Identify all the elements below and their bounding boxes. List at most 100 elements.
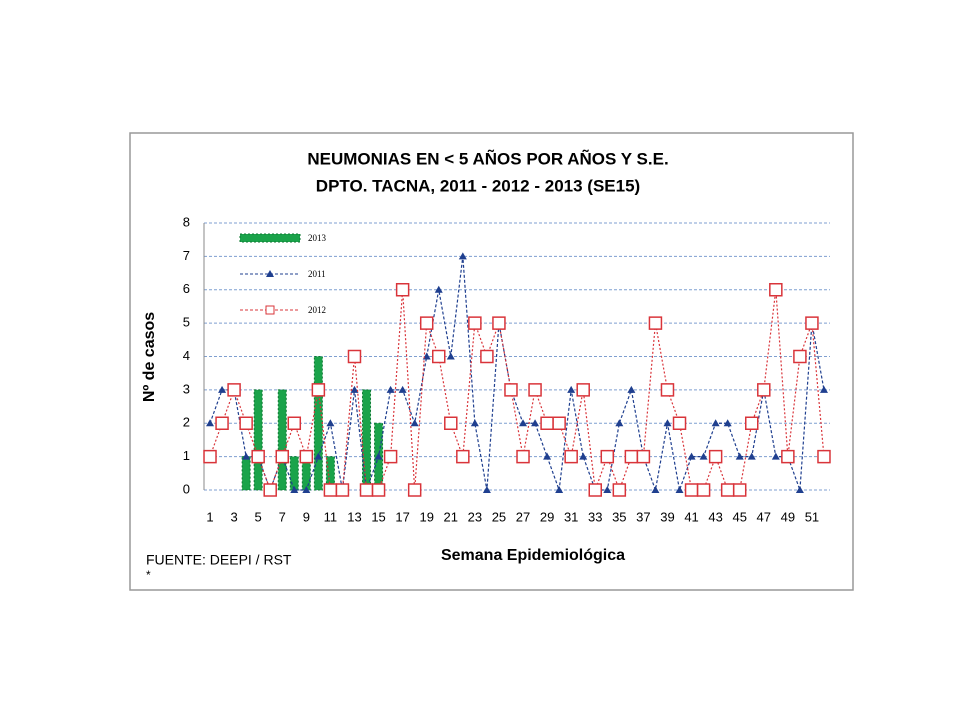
marker — [251, 449, 265, 464]
x-tick-label: 11 — [324, 509, 338, 524]
marker — [757, 383, 771, 397]
marker — [227, 383, 241, 397]
marker — [684, 483, 699, 497]
marker — [579, 452, 588, 460]
marker — [215, 416, 229, 430]
marker — [311, 383, 326, 397]
marker — [492, 316, 506, 330]
marker — [636, 449, 651, 464]
marker — [482, 486, 491, 493]
marker — [540, 416, 554, 430]
x-tick-label: 1 — [206, 509, 213, 524]
marker — [781, 449, 795, 464]
marker — [708, 449, 723, 464]
marker — [519, 419, 528, 427]
x-tick-label: 3 — [230, 509, 237, 524]
y-tick-label: 0 — [183, 481, 190, 496]
marker — [468, 316, 482, 330]
x-tick-label: 9 — [303, 509, 310, 524]
marker — [612, 483, 627, 497]
x-tick-label: 51 — [805, 509, 819, 524]
marker — [323, 483, 338, 497]
chart-subtitle: DPTO. TACNA, 2011 - 2012 - 2013 (SE15) — [316, 176, 640, 195]
marker — [242, 452, 251, 460]
marker — [648, 316, 663, 330]
series-line — [209, 289, 825, 492]
legend-label: 2012 — [308, 305, 326, 315]
marker — [543, 452, 552, 460]
marker — [528, 383, 542, 397]
bar — [241, 456, 251, 491]
x-tick-label: 49 — [781, 509, 795, 524]
x-tick-label: 43 — [708, 509, 722, 524]
series-line — [209, 256, 825, 493]
marker — [275, 449, 289, 464]
marker — [817, 449, 831, 464]
y-tick-label: 2 — [183, 415, 190, 430]
marker — [419, 316, 434, 330]
marker — [383, 449, 398, 464]
x-tick-label: 29 — [540, 509, 554, 524]
marker — [805, 316, 819, 330]
y-tick-label: 1 — [183, 448, 190, 463]
marker — [446, 352, 455, 360]
bar — [277, 389, 287, 491]
chart-title: NEUMONIAS EN < 5 AÑOS POR AÑOS Y S.E. — [307, 148, 668, 168]
x-tick-label: 39 — [660, 509, 674, 524]
x-tick-label: 21 — [444, 509, 458, 524]
marker — [263, 483, 277, 497]
marker — [745, 416, 759, 430]
marker — [347, 349, 362, 364]
marker — [350, 385, 359, 393]
marker — [458, 252, 467, 260]
marker — [711, 419, 720, 427]
marker — [769, 283, 783, 297]
legend-marker — [266, 270, 274, 277]
marker — [555, 486, 564, 493]
bar — [253, 389, 263, 491]
marker — [747, 452, 756, 460]
marker — [335, 483, 350, 497]
x-tick-label: 37 — [636, 509, 650, 524]
y-tick-label: 7 — [183, 248, 190, 263]
marker — [314, 452, 323, 460]
marker — [444, 416, 458, 430]
y-tick-label: 6 — [183, 281, 190, 296]
marker — [627, 385, 636, 393]
legend-marker — [265, 305, 275, 315]
marker — [552, 416, 566, 430]
x-tick-label: 23 — [468, 509, 482, 524]
y-tick-label: 4 — [183, 348, 190, 363]
marker — [672, 416, 687, 430]
marker — [359, 483, 374, 497]
marker — [732, 483, 747, 497]
marker — [386, 385, 395, 393]
marker — [504, 383, 518, 397]
marker — [480, 349, 494, 364]
marker — [720, 483, 735, 497]
marker — [395, 283, 410, 297]
bar — [289, 456, 299, 491]
y-axis-label: Nº de casos — [141, 312, 158, 402]
x-tick-label: 47 — [757, 509, 771, 524]
marker — [398, 385, 407, 393]
marker — [660, 383, 675, 397]
marker — [663, 419, 672, 427]
marker — [203, 449, 217, 464]
bar — [362, 389, 372, 491]
y-tick-label: 8 — [183, 214, 190, 229]
marker — [290, 486, 299, 493]
bar — [313, 356, 323, 491]
marker — [819, 385, 828, 393]
footnote: * — [146, 568, 151, 582]
marker — [771, 452, 780, 460]
x-tick-label: 7 — [279, 509, 286, 524]
marker — [600, 449, 615, 464]
marker — [735, 452, 744, 460]
source-note: FUENTE: DEEPI / RST — [146, 552, 292, 568]
y-tick-label: 5 — [183, 315, 190, 330]
x-tick-label: 25 — [492, 509, 506, 524]
y-tick-label: 3 — [183, 381, 190, 396]
x-tick-label: 31 — [564, 509, 578, 524]
